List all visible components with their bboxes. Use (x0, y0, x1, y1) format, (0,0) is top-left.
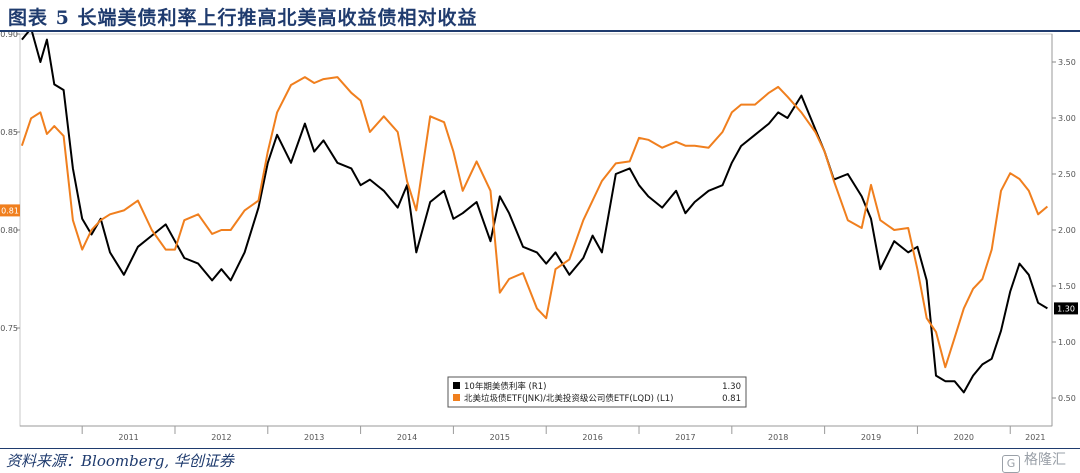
title-rule (0, 30, 1080, 32)
x-axis-tick-label: 2013 (304, 433, 324, 442)
watermark: G 格隆汇 (1002, 449, 1066, 473)
x-axis-tick-label: 2016 (582, 433, 602, 442)
legend-swatch (453, 382, 460, 389)
x-axis-tick-label: 2014 (397, 433, 417, 442)
x-axis-tick-label: 2020 (954, 433, 974, 442)
series-line-10y-yield (21, 32, 1048, 394)
legend-entry-value: 1.30 (722, 382, 741, 392)
source-note: 资料来源：Bloomberg, 华创证券 (6, 452, 234, 470)
series-line-jnk-lqd (20, 76, 1049, 369)
chart-area: 0.75 0.80 0.85 0.90 0.50 1.00 1.50 2.00 2.50 3.00… (0, 32, 1078, 442)
x-axis-tick-label: 2018 (768, 433, 788, 442)
legend-swatch (453, 394, 460, 401)
right-last-value-label: 1.30 (1057, 304, 1075, 313)
watermark-text: 格隆汇 (1024, 452, 1066, 468)
x-axis-tick-label: 2019 (861, 433, 881, 442)
right-axis-tick-label: 2.00 (1058, 226, 1076, 235)
legend-entry-label: 10年期美债利率 (R1) (464, 381, 546, 392)
left-last-value-tag (0, 204, 20, 217)
x-axis-tick-label: 2012 (211, 433, 231, 442)
right-axis-tick-label: 1.00 (1058, 338, 1076, 347)
left-axis-tick-label: 0.80 (0, 226, 18, 235)
title-bar: 图表 5 长端美债利率上行推高北美高收益债相对收益 (0, 0, 1080, 30)
right-axis-tick-label: 0.50 (1058, 394, 1076, 403)
legend-entry-label: 北美垃圾债ETF(JNK)/北美投资级公司债ETF(LQD) (L1) (464, 393, 673, 404)
chart-title: 图表 5 长端美债利率上行推高北美高收益债相对收益 (8, 7, 478, 29)
legend-entry-value: 0.81 (722, 394, 741, 404)
right-axis-tick-label: 1.50 (1058, 282, 1076, 291)
x-axis-tick-label: 2021 (1025, 433, 1045, 442)
watermark-logo-icon: G (1002, 455, 1020, 473)
left-last-value-label: 0.81 (1, 206, 19, 215)
right-axis-tick-label: 3.00 (1058, 114, 1076, 123)
right-axis-tick-label: 2.50 (1058, 170, 1076, 179)
right-axis-tick-label: 3.50 (1058, 58, 1076, 67)
x-axis-tick-label: 2011 (118, 433, 138, 442)
source-rule (0, 448, 1080, 449)
x-axis-tick-label: 2017 (675, 433, 695, 442)
x-axis-tick-label: 2015 (490, 433, 510, 442)
left-axis-tick-label: 0.85 (0, 128, 18, 137)
plot-frame (19, 33, 1053, 427)
left-axis-tick-label: 0.75 (0, 324, 18, 333)
right-last-value-tag (1054, 302, 1078, 315)
legend-box (447, 376, 747, 408)
left-axis-tick-label: 0.90 (0, 32, 18, 39)
